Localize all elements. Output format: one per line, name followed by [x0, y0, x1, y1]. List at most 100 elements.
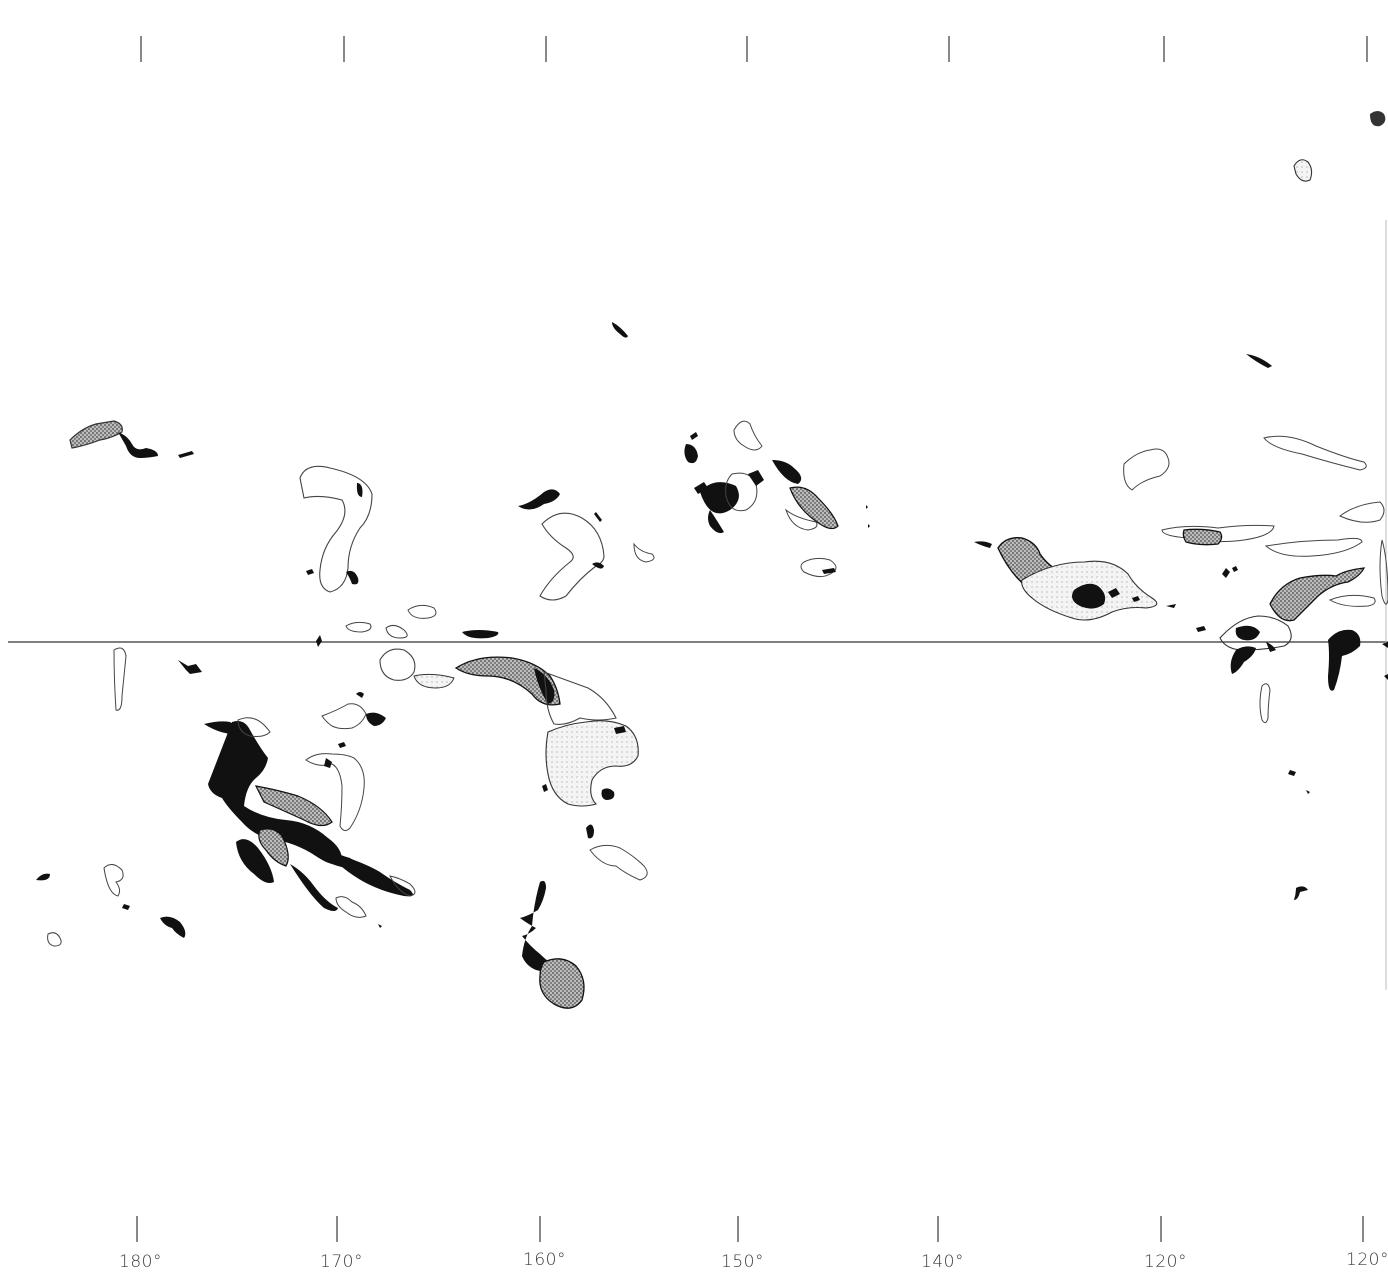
region-solid — [330, 855, 413, 897]
region-outline — [379, 648, 416, 681]
region-solid — [1222, 566, 1238, 578]
region-outline — [413, 673, 455, 689]
region-outline — [1328, 594, 1376, 607]
region-solid — [974, 541, 992, 548]
region-solid — [208, 721, 342, 865]
region-outline — [1259, 683, 1271, 724]
region-solid — [592, 562, 604, 569]
axis-label-180: 180° — [119, 1252, 162, 1272]
region-solid — [1382, 642, 1388, 680]
region-outline — [1264, 537, 1363, 557]
region-outline — [1123, 448, 1170, 491]
region-outline — [103, 864, 124, 897]
axis-label-170: 170° — [320, 1252, 363, 1272]
region-solid — [236, 839, 274, 883]
region-solid — [1235, 625, 1260, 641]
region-outline — [335, 896, 367, 918]
region-outline — [1263, 435, 1367, 471]
region-solid — [612, 322, 628, 338]
region-outline — [69, 420, 123, 449]
region-solid — [356, 692, 386, 726]
region-solid — [290, 864, 338, 911]
region-solid — [542, 784, 548, 792]
region-outline — [407, 604, 437, 619]
axis-label-140: 140° — [921, 1252, 964, 1272]
region-solid — [118, 432, 158, 458]
axis-label-120-right: 120° — [1346, 1250, 1388, 1270]
region-solid — [708, 510, 724, 534]
region-outline — [113, 647, 127, 711]
region-solid — [36, 873, 50, 881]
region-solid — [1166, 604, 1176, 608]
region-solid — [324, 742, 346, 768]
region-outline — [47, 932, 62, 947]
region-solid — [454, 656, 561, 706]
region-solid — [1230, 646, 1256, 674]
region-solid — [520, 880, 558, 972]
axis-label-150: 150° — [721, 1252, 764, 1272]
region-solid — [122, 904, 382, 928]
northern-features — [69, 111, 1388, 674]
region-outline — [589, 844, 648, 881]
region-solid — [1108, 588, 1140, 602]
region-solid — [178, 451, 194, 458]
region-outline — [237, 717, 271, 737]
region-solid — [586, 824, 594, 839]
region-solid — [822, 568, 836, 574]
bottom-tick-marks — [136, 1216, 1364, 1242]
region-solid — [254, 785, 333, 827]
region-outline — [345, 621, 372, 633]
region-outline — [1339, 501, 1385, 523]
region-solid — [1269, 567, 1366, 622]
region-solid — [258, 828, 289, 867]
region-outline — [299, 465, 373, 593]
region-solid — [178, 660, 202, 674]
region-outline — [633, 542, 655, 563]
region-outline — [321, 703, 367, 730]
region-outline — [1293, 159, 1313, 182]
region-solid — [1246, 354, 1272, 368]
southern-features — [36, 629, 1388, 1009]
region-solid — [1072, 583, 1106, 609]
region-outline — [543, 671, 617, 725]
region-outline — [389, 875, 416, 897]
region-solid — [772, 460, 802, 484]
region-solid — [684, 444, 698, 464]
region-outline — [545, 720, 639, 807]
region-solid — [748, 470, 764, 486]
region-solid — [700, 482, 739, 514]
region-outline — [1379, 539, 1388, 605]
axis-label-160: 160° — [523, 1250, 566, 1270]
top-tick-marks — [140, 36, 1368, 62]
region-solid — [306, 569, 314, 575]
region-solid — [356, 483, 363, 497]
region-outline — [385, 624, 408, 639]
region-outline — [784, 508, 818, 531]
region-solid — [866, 505, 870, 528]
region-solid — [694, 482, 708, 494]
region-solid — [462, 630, 499, 639]
region-solid — [1288, 770, 1310, 794]
region-solid — [594, 512, 602, 522]
region-solid — [614, 726, 626, 734]
region-solid — [1328, 629, 1361, 691]
region-outline — [733, 420, 763, 451]
region-solid — [160, 916, 186, 938]
region-solid — [1370, 111, 1386, 127]
region-solid — [204, 721, 237, 734]
region-solid — [539, 958, 585, 1009]
region-solid — [534, 668, 555, 704]
region-outline — [800, 557, 837, 578]
region-outline — [305, 753, 365, 832]
region-solid — [601, 788, 615, 800]
region-solid — [346, 570, 359, 585]
region-solid — [518, 489, 560, 510]
region-outline — [539, 512, 605, 601]
region-solid — [1196, 626, 1276, 652]
region-solid — [690, 432, 698, 440]
region-solid — [1182, 528, 1223, 546]
region-solid — [1294, 886, 1308, 900]
axis-label-120-left: 120° — [1144, 1252, 1187, 1272]
